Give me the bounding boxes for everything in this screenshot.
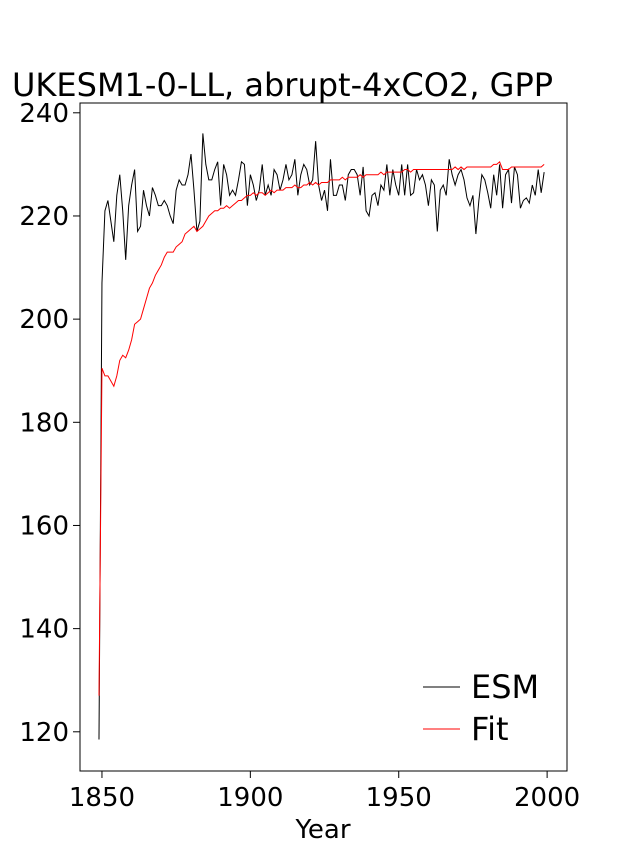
y-tick-label: 120: [19, 718, 69, 748]
y-tick-label: 160: [19, 511, 69, 541]
y-tick-label: 140: [19, 615, 69, 645]
x-tick-label: 1900: [217, 783, 283, 813]
y-tick-label: 240: [19, 99, 69, 129]
plot-frame: [79, 102, 568, 772]
y-tick-label: 220: [19, 202, 69, 232]
x-tick-label: 1850: [69, 783, 135, 813]
x-axis-label: Year: [294, 815, 350, 845]
x-tick-label: 1950: [366, 783, 432, 813]
y-tick-label: 180: [19, 408, 69, 438]
legend-label: ESM: [471, 668, 539, 706]
series-line: [98, 160, 545, 696]
legend-label: Fit: [471, 710, 509, 748]
x-tick-label: 2000: [514, 783, 580, 813]
series-line: [98, 133, 545, 740]
chart-title: UKESM1-0-LL, abrupt-4xCO2, GPP: [12, 66, 553, 104]
y-tick-label: 200: [19, 305, 69, 335]
